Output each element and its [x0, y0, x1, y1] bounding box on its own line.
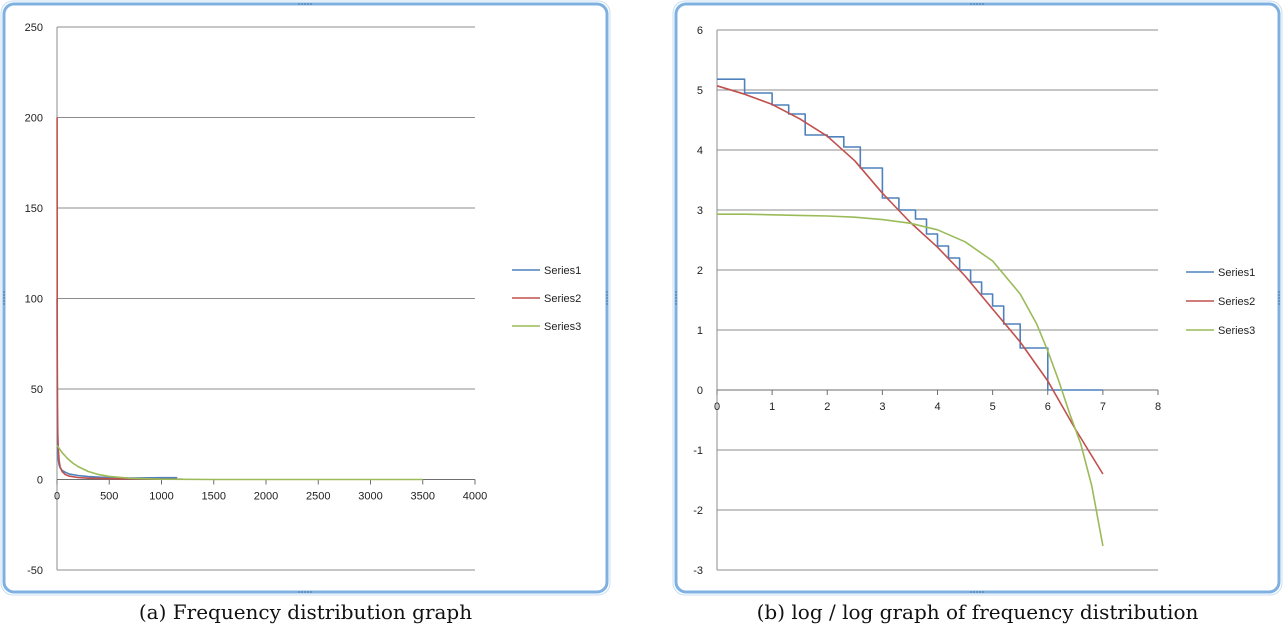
x-tick-label: 0	[714, 401, 720, 413]
resize-grip-icon[interactable]	[1278, 291, 1280, 305]
x-tick-label: 1	[769, 401, 775, 413]
chart-b-svg: -3 -2 -1 0 1 2 3 4 5 6 0 1 2 3 4 5 6 7 8 Series1 Series2 Seri…	[672, 0, 1283, 596]
x-tick-label: 5	[990, 401, 996, 413]
x-tick-label: 7	[1100, 401, 1106, 413]
x-tick-label: 8	[1155, 401, 1161, 413]
chart-outer-border	[672, 0, 1283, 596]
legend-label-series2: Series2	[544, 293, 581, 305]
x-tick-label: 0	[54, 491, 60, 503]
x-tick-label: 2	[824, 401, 830, 413]
y-tick-label: 5	[697, 85, 703, 97]
x-tick-label: 500	[100, 491, 118, 503]
chart-frame-b: -3 -2 -1 0 1 2 3 4 5 6 0 1 2 3 4 5 6 7 8 Series1 Series2 Seri…	[672, 0, 1283, 596]
y-tick-label: -2	[693, 505, 703, 517]
x-tick-label: 3500	[411, 491, 435, 503]
chart-panel-a: -50 0 50 100 150 200 250 0 500 1000 1500 2000 2500 30…	[0, 0, 611, 634]
resize-grip-icon[interactable]	[675, 291, 677, 305]
x-tick-label: 3	[879, 401, 885, 413]
resize-grip-icon[interactable]	[606, 291, 608, 305]
chart-outer-border	[0, 0, 611, 596]
y-tick-label: 2	[697, 265, 703, 277]
series-line-series3	[56, 445, 423, 481]
x-tick-label: 4	[934, 401, 940, 413]
resize-grip-icon[interactable]	[970, 3, 984, 5]
resize-grip-icon[interactable]	[970, 591, 984, 593]
y-tick-label: 100	[25, 294, 43, 306]
y-tick-label: 200	[25, 113, 43, 125]
legend-label-series1: Series1	[1218, 267, 1255, 279]
y-tick-label: -1	[693, 445, 703, 457]
x-tick-label: 1000	[149, 491, 173, 503]
y-tick-label: 6	[697, 25, 703, 37]
y-tick-label: -50	[27, 565, 43, 577]
series-line-series2	[716, 85, 1104, 475]
x-tick-label: 2000	[254, 491, 278, 503]
x-tick-label: 3000	[358, 491, 382, 503]
y-tick-label: 150	[25, 203, 43, 215]
caption-b: (b) log / log graph of frequency distrib…	[756, 600, 1199, 624]
legend-label-series3: Series3	[1218, 325, 1255, 337]
x-tick-label: 1500	[202, 491, 226, 503]
series-line-series1	[717, 78, 1103, 391]
y-tick-label: 50	[31, 384, 43, 396]
x-tick-label: 4000	[463, 491, 487, 503]
y-tick-label: 250	[25, 22, 43, 34]
resize-grip-icon[interactable]	[298, 591, 312, 593]
y-tick-label: 1	[697, 325, 703, 337]
legend-label-series2: Series2	[1218, 296, 1255, 308]
chart-frame-a: -50 0 50 100 150 200 250 0 500 1000 1500 2000 2500 30…	[0, 0, 611, 596]
series-line-series2	[56, 117, 183, 480]
y-tick-label: 0	[697, 385, 703, 397]
x-tick-label: 6	[1045, 401, 1051, 413]
caption-a: (a) Frequency distribution graph	[138, 600, 473, 624]
resize-grip-icon[interactable]	[298, 3, 312, 5]
y-tick-label: -3	[693, 565, 703, 577]
series-line-series3	[717, 213, 1104, 547]
chart-panel-b: -3 -2 -1 0 1 2 3 4 5 6 0 1 2 3 4 5 6 7 8 Series1 Series2 Seri…	[672, 0, 1283, 634]
legend-label-series1: Series1	[544, 265, 581, 277]
x-tick-label: 2500	[306, 491, 330, 503]
y-tick-label: 4	[697, 145, 703, 157]
resize-grip-icon[interactable]	[3, 291, 5, 305]
y-tick-label: 0	[37, 475, 43, 487]
y-tick-label: 3	[697, 205, 703, 217]
legend-label-series3: Series3	[544, 321, 581, 333]
